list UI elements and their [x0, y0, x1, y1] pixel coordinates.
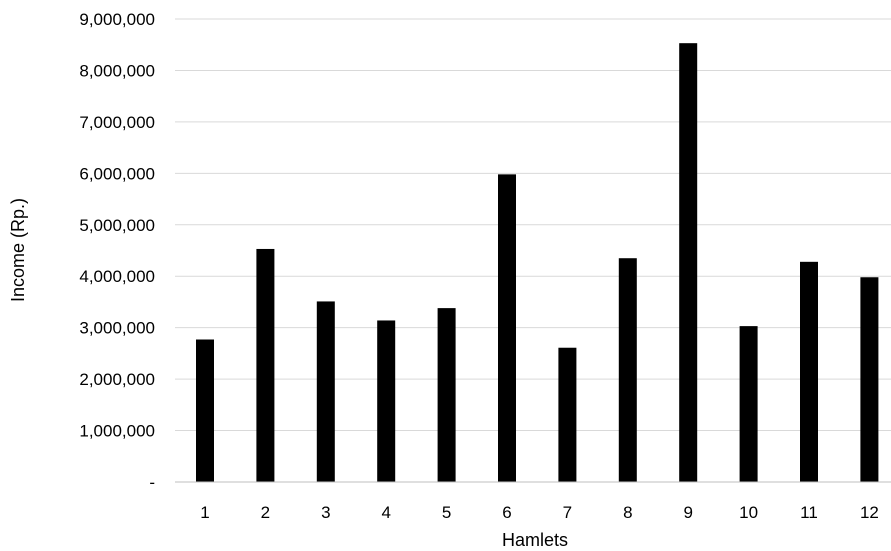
- x-tick-label: 4: [381, 503, 390, 522]
- x-tick-labels: 1 2 3 4 5 6 7 8 9 10 11 12: [200, 503, 879, 522]
- y-tick-label: 3,000,000: [79, 319, 155, 338]
- y-tick-label: -: [149, 473, 155, 492]
- bar-hamlet-2: [256, 248, 275, 482]
- x-tick-label: 8: [623, 503, 632, 522]
- x-tick-label: 10: [739, 503, 758, 522]
- y-tick-label: 4,000,000: [79, 267, 155, 286]
- bar-hamlet-9: [679, 43, 698, 482]
- gridlines: [175, 18, 891, 432]
- bar-hamlet-5: [437, 308, 456, 482]
- bar-hamlet-11: [800, 261, 818, 482]
- x-tick-label: 12: [860, 503, 879, 522]
- bar-hamlet-3: [316, 301, 335, 482]
- x-tick-label: 11: [800, 503, 818, 522]
- x-tick-label: 2: [261, 503, 270, 522]
- y-tick-labels: - 1,000,000 2,000,000 3,000,000 4,000,000 5,0…: [79, 10, 155, 492]
- y-tick-label: 8,000,000: [79, 61, 155, 80]
- bar-hamlet-1: [196, 339, 214, 482]
- bar-hamlet-12: [860, 277, 879, 482]
- x-tick-label: 3: [321, 503, 330, 522]
- y-tick-label: 9,000,000: [79, 10, 155, 29]
- y-axis-title: Income (Rp.): [8, 198, 28, 302]
- y-tick-label: 5,000,000: [79, 216, 155, 235]
- x-tick-label: 1: [200, 503, 209, 522]
- x-tick-label: 6: [502, 503, 511, 522]
- x-tick-label: 5: [442, 503, 451, 522]
- bars: [196, 43, 879, 482]
- x-tick-label: 9: [683, 503, 692, 522]
- bar-hamlet-4: [377, 320, 396, 482]
- y-tick-label: 2,000,000: [79, 370, 155, 389]
- x-axis-title: Hamlets: [502, 530, 568, 550]
- bar-hamlet-10: [739, 326, 758, 482]
- y-tick-label: 1,000,000: [79, 422, 155, 441]
- bar-hamlet-8: [618, 258, 637, 482]
- y-tick-label: 6,000,000: [79, 164, 155, 183]
- y-tick-label: 7,000,000: [79, 113, 155, 132]
- bar-hamlet-7: [558, 347, 577, 482]
- bar-hamlet-6: [498, 174, 516, 482]
- x-tick-label: 7: [563, 503, 572, 522]
